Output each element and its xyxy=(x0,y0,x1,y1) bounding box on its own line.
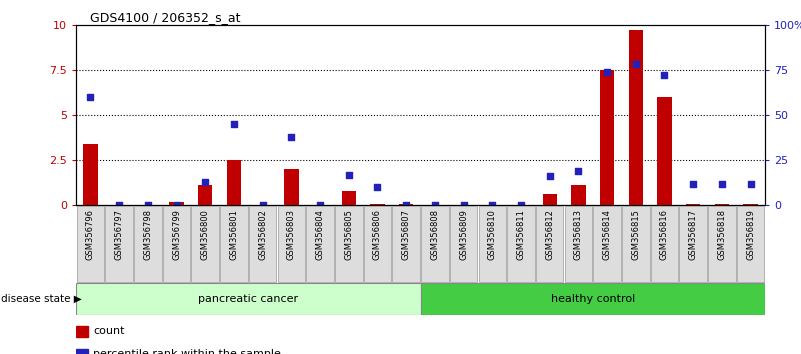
Text: GSM356807: GSM356807 xyxy=(401,209,411,260)
Text: GSM356805: GSM356805 xyxy=(344,209,353,260)
Point xyxy=(84,94,97,100)
Text: GSM356811: GSM356811 xyxy=(517,209,525,260)
Text: GSM356798: GSM356798 xyxy=(143,209,152,260)
Point xyxy=(170,202,183,208)
Point xyxy=(199,179,211,185)
Text: GSM356802: GSM356802 xyxy=(258,209,268,260)
Text: GSM356812: GSM356812 xyxy=(545,209,554,260)
Text: GDS4100 / 206352_s_at: GDS4100 / 206352_s_at xyxy=(90,11,240,24)
Bar xyxy=(341,191,356,205)
Bar xyxy=(714,204,729,205)
Text: GSM356803: GSM356803 xyxy=(287,209,296,260)
Bar xyxy=(542,194,557,205)
Bar xyxy=(399,204,413,205)
Bar xyxy=(198,185,212,205)
Point xyxy=(285,134,298,139)
Point xyxy=(400,202,413,208)
Bar xyxy=(249,206,276,282)
Point xyxy=(658,73,671,78)
Point xyxy=(686,181,699,187)
Bar xyxy=(421,283,765,315)
Bar xyxy=(191,206,219,282)
Point xyxy=(514,202,527,208)
Bar xyxy=(743,204,758,205)
Bar xyxy=(600,70,614,205)
Bar xyxy=(227,160,241,205)
Bar xyxy=(77,206,104,282)
Point xyxy=(630,62,642,67)
Bar xyxy=(658,97,672,205)
Point xyxy=(142,202,155,208)
Point xyxy=(744,181,757,187)
Text: GSM356818: GSM356818 xyxy=(718,209,727,260)
Bar xyxy=(335,206,363,282)
Text: GSM356816: GSM356816 xyxy=(660,209,669,260)
Bar xyxy=(220,206,248,282)
Bar xyxy=(571,185,586,205)
Bar xyxy=(507,206,535,282)
Bar xyxy=(306,206,334,282)
Point xyxy=(113,202,126,208)
Text: GSM356813: GSM356813 xyxy=(574,209,583,260)
Bar xyxy=(370,204,384,205)
Point xyxy=(371,184,384,190)
Text: disease state ▶: disease state ▶ xyxy=(1,294,82,304)
Bar xyxy=(650,206,678,282)
Point xyxy=(457,202,470,208)
Text: count: count xyxy=(93,326,125,337)
Bar xyxy=(594,206,621,282)
Point xyxy=(601,69,614,75)
Bar xyxy=(629,30,643,205)
Bar xyxy=(284,169,299,205)
Text: GSM356817: GSM356817 xyxy=(689,209,698,260)
Bar xyxy=(364,206,391,282)
Bar xyxy=(169,202,183,205)
Bar xyxy=(392,206,420,282)
Text: GSM356796: GSM356796 xyxy=(86,209,95,260)
Point xyxy=(429,202,441,208)
Bar xyxy=(737,206,764,282)
Text: GSM356810: GSM356810 xyxy=(488,209,497,260)
Point xyxy=(314,202,327,208)
Point xyxy=(543,173,556,179)
Point xyxy=(227,121,240,127)
Bar xyxy=(76,326,88,337)
Bar xyxy=(478,206,506,282)
Point xyxy=(486,202,499,208)
Text: GSM356800: GSM356800 xyxy=(201,209,210,260)
Text: percentile rank within the sample: percentile rank within the sample xyxy=(93,349,281,354)
Bar xyxy=(278,206,305,282)
Text: GSM356797: GSM356797 xyxy=(115,209,123,260)
Bar xyxy=(536,206,563,282)
Bar xyxy=(134,206,162,282)
Bar xyxy=(622,206,650,282)
Bar xyxy=(686,204,700,205)
Text: GSM356801: GSM356801 xyxy=(229,209,239,260)
Point xyxy=(572,168,585,174)
Bar xyxy=(450,206,477,282)
Bar xyxy=(679,206,707,282)
Point xyxy=(342,172,355,177)
Text: GSM356804: GSM356804 xyxy=(316,209,324,260)
Bar xyxy=(421,206,449,282)
Bar xyxy=(76,283,421,315)
Text: GSM356814: GSM356814 xyxy=(602,209,612,260)
Text: healthy control: healthy control xyxy=(550,294,635,304)
Bar xyxy=(708,206,735,282)
Text: GSM356799: GSM356799 xyxy=(172,209,181,260)
Point xyxy=(715,181,728,187)
Bar xyxy=(83,144,98,205)
Text: GSM356806: GSM356806 xyxy=(373,209,382,260)
Point xyxy=(256,202,269,208)
Bar xyxy=(565,206,592,282)
Bar xyxy=(163,206,191,282)
Text: GSM356808: GSM356808 xyxy=(430,209,440,260)
Bar xyxy=(106,206,133,282)
Text: GSM356815: GSM356815 xyxy=(631,209,640,260)
Bar xyxy=(76,348,88,354)
Text: pancreatic cancer: pancreatic cancer xyxy=(198,294,298,304)
Text: GSM356809: GSM356809 xyxy=(459,209,468,260)
Text: GSM356819: GSM356819 xyxy=(746,209,755,260)
